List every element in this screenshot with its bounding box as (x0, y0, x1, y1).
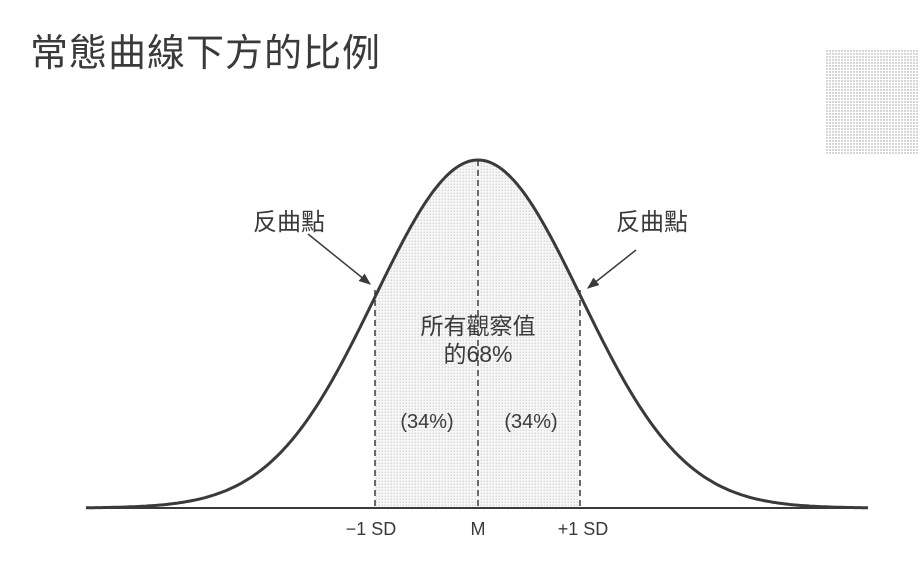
center-label-line1: 所有觀察值 (421, 313, 536, 339)
center-label-line2: 的68% (443, 341, 512, 367)
left-inflection-label: 反曲點 (253, 209, 325, 236)
left-percent-label: (34%) (400, 411, 453, 433)
right-inflection-label: 反曲點 (616, 209, 688, 236)
right-inflection-arrow (587, 249, 637, 289)
right-percent-label: (34%) (504, 411, 557, 433)
plus-1sd-label: +1 SD (558, 519, 609, 539)
corner-stipple-patch (826, 50, 919, 154)
left-inflection-arrow (307, 233, 371, 285)
page-title: 常態曲線下方的比例 (30, 31, 382, 75)
minus-1sd-label: −1 SD (346, 519, 397, 539)
normal-curve (85, 158, 868, 510)
mean-label: M (471, 519, 486, 539)
